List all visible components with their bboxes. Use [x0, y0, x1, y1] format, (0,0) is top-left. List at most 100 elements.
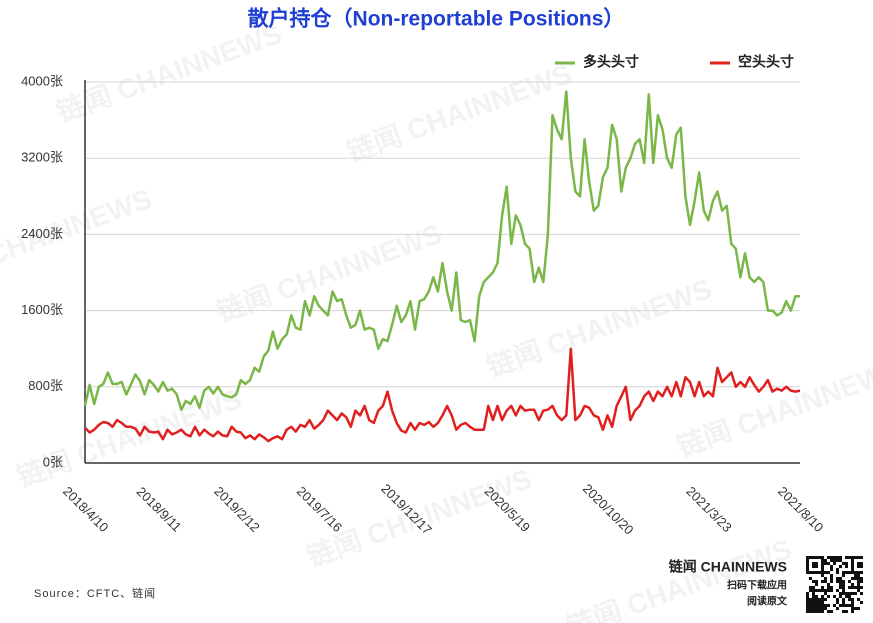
qr-cell: [815, 583, 818, 586]
qr-cell: [809, 604, 812, 607]
qr-cell: [860, 571, 863, 574]
qr-cell: [836, 559, 839, 562]
qr-cell: [806, 610, 809, 613]
qr-cell: [824, 562, 827, 565]
qr-cell: [836, 568, 839, 571]
qr-cell: [818, 601, 821, 604]
qr-cell: [857, 589, 860, 592]
qr-cell: [815, 571, 818, 574]
x-tick-label: 2018/9/11: [134, 484, 185, 535]
qr-cell: [815, 556, 818, 559]
brand-line: 阅读原文: [747, 595, 788, 608]
qr-cell: [854, 556, 857, 559]
qr-cell: [833, 559, 836, 562]
qr-cell: [857, 574, 860, 577]
qr-cell: [851, 577, 854, 580]
qr-cell: [842, 562, 845, 565]
qr-cell: [812, 607, 815, 610]
qr-cell: [851, 556, 854, 559]
qr-cell: [845, 562, 848, 565]
qr-cell: [860, 580, 863, 583]
qr-cell: [842, 583, 845, 586]
qr-cell: [833, 595, 836, 598]
qr-cell: [860, 577, 863, 580]
qr-cell: [812, 598, 815, 601]
qr-cell: [839, 583, 842, 586]
qr-cell: [836, 598, 839, 601]
qr-cell: [836, 601, 839, 604]
qr-cell: [815, 589, 818, 592]
qr-cell: [830, 580, 833, 583]
qr-cell: [851, 568, 854, 571]
qr-cell: [830, 559, 833, 562]
qr-cell: [851, 592, 854, 595]
x-tick-label: 2021/3/23: [683, 483, 735, 535]
watermark: 链闻 CHAINNEWS: [343, 58, 576, 168]
qr-cell: [824, 592, 827, 595]
qr-cell: [809, 556, 812, 559]
qr-cell: [836, 571, 839, 574]
qr-cell: [812, 595, 815, 598]
qr-cell: [821, 601, 824, 604]
x-tick-label: 2021/8/10: [775, 483, 827, 535]
qr-cell: [848, 598, 851, 601]
qr-cell: [851, 607, 854, 610]
qr-cell: [821, 598, 824, 601]
qr-cell: [824, 589, 827, 592]
brand-line: 扫码下载应用: [727, 579, 787, 592]
qr-cell: [845, 595, 848, 598]
qr-code: [805, 555, 863, 613]
qr-cell: [848, 556, 851, 559]
qr-cell: [824, 607, 827, 610]
qr-cell: [812, 565, 815, 568]
qr-cell: [806, 559, 809, 562]
y-tick-label: 800张: [28, 378, 63, 393]
qr-cell: [851, 604, 854, 607]
qr-cell: [821, 562, 824, 565]
qr-cell: [806, 592, 809, 595]
x-tick-label: 2020/10/20: [580, 481, 637, 538]
source-note: Source：CFTC、链闻: [34, 586, 156, 600]
qr-cell: [845, 592, 848, 595]
qr-cell: [857, 586, 860, 589]
qr-cell: [848, 586, 851, 589]
qr-cell: [821, 589, 824, 592]
qr-cell: [833, 604, 836, 607]
qr-cell: [824, 577, 827, 580]
qr-cell: [830, 586, 833, 589]
qr-cell: [821, 574, 824, 577]
qr-cell: [854, 577, 857, 580]
watermark: 链闻 CHAINNEWS: [483, 273, 716, 383]
qr-cell: [809, 589, 812, 592]
qr-cell: [806, 598, 809, 601]
qr-cell: [827, 595, 830, 598]
qr-cell: [857, 565, 860, 568]
qr-cell: [860, 601, 863, 604]
qr-cell: [812, 571, 815, 574]
qr-cell: [806, 571, 809, 574]
qr-cell: [815, 562, 818, 565]
qr-cell: [821, 571, 824, 574]
qr-cell: [842, 610, 845, 613]
qr-cell: [851, 559, 854, 562]
y-tick-label: 3200张: [21, 150, 63, 165]
qr-cell: [806, 607, 809, 610]
qr-cell: [812, 601, 815, 604]
qr-cell: [839, 565, 842, 568]
qr-cell: [812, 580, 815, 583]
qr-cell: [860, 562, 863, 565]
qr-cell: [821, 607, 824, 610]
qr-cell: [812, 589, 815, 592]
qr-cell: [836, 589, 839, 592]
qr-cell: [851, 601, 854, 604]
qr-cell: [806, 565, 809, 568]
qr-cell: [815, 601, 818, 604]
qr-cell: [857, 598, 860, 601]
qr-cell: [806, 604, 809, 607]
qr-cell: [821, 559, 824, 562]
qr-cell: [830, 565, 833, 568]
qr-cell: [860, 565, 863, 568]
x-tick-label: 2018/4/10: [60, 483, 112, 535]
qr-cell: [845, 556, 848, 559]
